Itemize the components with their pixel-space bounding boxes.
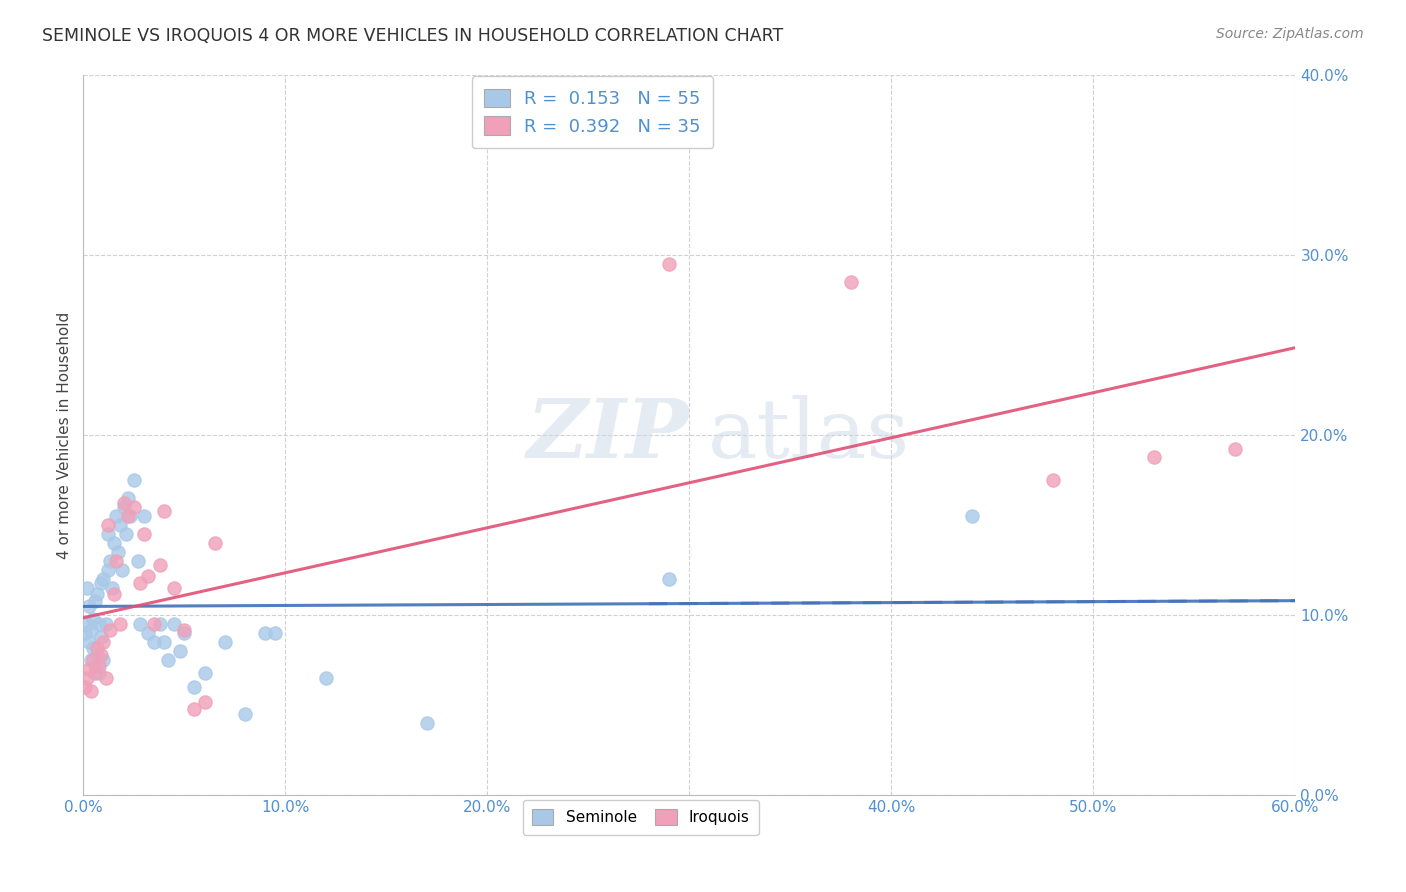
Point — [1143, 450, 1166, 464]
Point — [136, 626, 159, 640]
Point — [163, 581, 186, 595]
Point — [143, 617, 166, 632]
Point — [153, 503, 176, 517]
Point — [153, 635, 176, 649]
Point — [204, 536, 226, 550]
Point — [98, 623, 121, 637]
Point — [960, 509, 983, 524]
Point — [98, 554, 121, 568]
Point — [193, 695, 215, 709]
Point — [183, 680, 205, 694]
Point — [96, 563, 118, 577]
Point — [143, 635, 166, 649]
Point — [94, 617, 117, 632]
Point — [112, 496, 135, 510]
Point — [107, 545, 129, 559]
Point — [79, 635, 101, 649]
Point — [80, 684, 103, 698]
Point — [104, 554, 127, 568]
Point — [86, 640, 108, 655]
Point — [132, 527, 155, 541]
Point — [76, 581, 98, 595]
Point — [90, 630, 112, 644]
Point — [96, 527, 118, 541]
Point — [149, 558, 172, 572]
Point — [90, 648, 112, 662]
Text: ZIP: ZIP — [527, 395, 689, 475]
Point — [132, 509, 155, 524]
Point — [1042, 473, 1064, 487]
Y-axis label: 4 or more Vehicles in Household: 4 or more Vehicles in Household — [58, 311, 72, 558]
Point — [103, 586, 125, 600]
Point — [79, 662, 101, 676]
Point — [658, 257, 681, 271]
Point — [93, 635, 115, 649]
Text: Source: ZipAtlas.com: Source: ZipAtlas.com — [1216, 27, 1364, 41]
Point — [108, 518, 131, 533]
Point — [1223, 442, 1246, 457]
Point — [127, 554, 149, 568]
Point — [80, 623, 103, 637]
Point — [79, 599, 101, 614]
Point — [82, 612, 104, 626]
Point — [89, 658, 111, 673]
Point — [84, 665, 107, 680]
Point — [658, 572, 681, 586]
Point — [173, 626, 195, 640]
Point — [75, 680, 97, 694]
Point — [315, 671, 337, 685]
Point — [76, 617, 98, 632]
Point — [169, 644, 191, 658]
Point — [84, 593, 107, 607]
Point — [233, 707, 256, 722]
Point — [173, 623, 195, 637]
Point — [90, 575, 112, 590]
Point — [163, 617, 186, 632]
Point — [122, 500, 145, 514]
Point — [183, 702, 205, 716]
Point — [193, 665, 215, 680]
Point — [149, 617, 172, 632]
Point — [103, 536, 125, 550]
Point — [93, 653, 115, 667]
Point — [122, 473, 145, 487]
Point — [100, 581, 122, 595]
Point — [128, 617, 150, 632]
Legend: Seminole, Iroquois: Seminole, Iroquois — [523, 800, 759, 835]
Point — [112, 500, 135, 514]
Point — [839, 275, 862, 289]
Text: SEMINOLE VS IROQUOIS 4 OR MORE VEHICLES IN HOUSEHOLD CORRELATION CHART: SEMINOLE VS IROQUOIS 4 OR MORE VEHICLES … — [42, 27, 783, 45]
Point — [114, 527, 136, 541]
Point — [86, 648, 108, 662]
Point — [128, 575, 150, 590]
Point — [80, 653, 103, 667]
Point — [96, 518, 118, 533]
Point — [117, 509, 139, 524]
Point — [118, 509, 141, 524]
Point — [89, 665, 111, 680]
Point — [416, 716, 439, 731]
Point — [76, 671, 98, 685]
Point — [214, 635, 236, 649]
Point — [136, 568, 159, 582]
Point — [111, 563, 134, 577]
Point — [108, 617, 131, 632]
Point — [86, 586, 108, 600]
Point — [117, 491, 139, 505]
Point — [157, 653, 180, 667]
Point — [75, 626, 97, 640]
Point — [104, 509, 127, 524]
Point — [82, 640, 104, 655]
Point — [93, 572, 115, 586]
Point — [94, 671, 117, 685]
Point — [264, 626, 287, 640]
Point — [84, 658, 107, 673]
Point — [254, 626, 277, 640]
Point — [89, 617, 111, 632]
Point — [82, 653, 104, 667]
Text: atlas: atlas — [707, 395, 910, 475]
